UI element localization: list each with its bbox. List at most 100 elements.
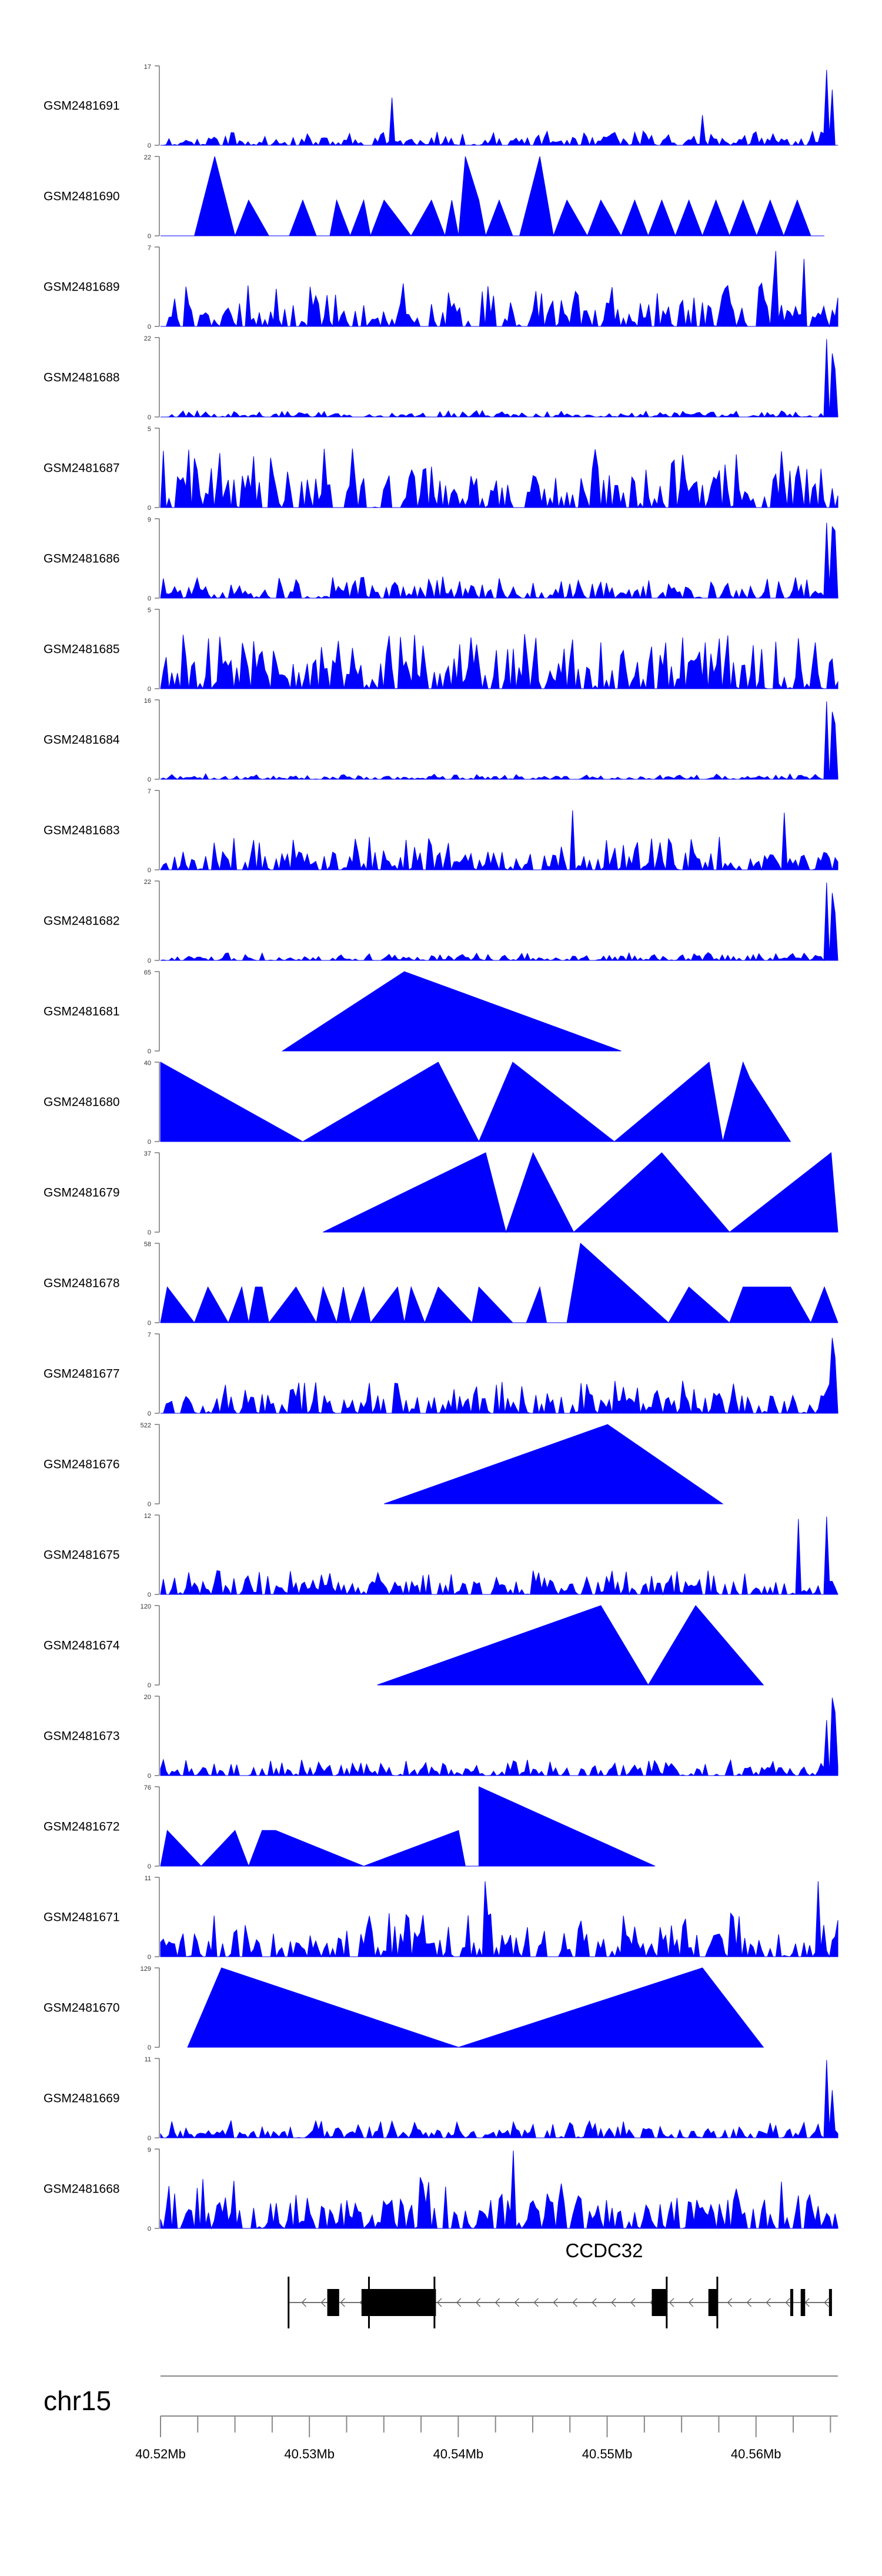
track-y-axis: 22 0 [144, 335, 160, 421]
y-max-tick-label: 37 [144, 1150, 151, 1157]
track-y-axis: 129 0 [141, 1966, 160, 2051]
y-min-tick-label: 0 [148, 957, 151, 965]
strand-arrow [533, 2298, 539, 2307]
coverage-area [160, 1786, 656, 1867]
coverage-area [323, 1152, 838, 1233]
coverage-area [160, 448, 838, 509]
track-GSM2481681: GSM2481681 65 0 [44, 969, 622, 1055]
track-GSM2481688: GSM2481688 22 0 [44, 335, 838, 421]
track-y-axis: 50 [148, 607, 160, 693]
y-min-tick-label: 0 [148, 1773, 151, 1780]
strand-arrow [785, 2298, 790, 2307]
track-label: GSM2481675 [44, 1549, 120, 1562]
chromosome-label: chr15 [44, 2385, 111, 2416]
track-y-axis: 70 [148, 245, 160, 331]
track-y-axis: 22 0 [144, 879, 160, 965]
coverage-area [281, 971, 622, 1052]
axis-tick-label: 40.52Mb [135, 2447, 186, 2461]
coverage-area [161, 1337, 838, 1414]
track-label: GSM2481674 [44, 1639, 120, 1653]
y-max-tick-label: 11 [145, 2056, 151, 2063]
track-GSM2481679: GSM2481679 37 0 [44, 1150, 838, 1236]
track-label: GSM2481687 [44, 462, 120, 475]
track-GSM2481685: GSM2481685 50 [44, 607, 838, 693]
strand-arrow [611, 2298, 616, 2307]
exon-block [708, 2289, 717, 2316]
track-y-axis: 76 0 [144, 1784, 160, 1870]
y-min-tick-label: 0 [148, 505, 151, 512]
strand-arrow [824, 2298, 829, 2307]
y-min-tick-label: 0 [148, 776, 151, 783]
strand-arrow [553, 2298, 558, 2307]
coverage-area [187, 1967, 764, 2048]
y-min-tick-label: 0 [148, 1501, 151, 1508]
track-y-axis: 37 0 [144, 1150, 160, 1236]
coverage-area [160, 1516, 838, 1596]
y-min-tick-label: 0 [148, 1682, 151, 1689]
coverage-area [160, 2060, 838, 2139]
track-label: GSM2481685 [44, 643, 120, 656]
track-y-axis: 70 [148, 1332, 160, 1417]
y-min-tick-label: 0 [148, 2044, 151, 2051]
y-min-tick-label: 0 [148, 1863, 151, 1870]
track-y-axis: 11 0 [145, 1875, 160, 1961]
track-GSM2481670: GSM2481670 129 0 [44, 1966, 764, 2051]
track-y-axis: 58 0 [144, 1241, 160, 1327]
y-max-tick-label: 5 [148, 426, 151, 433]
track-y-axis: 65 0 [144, 969, 160, 1055]
y-max-tick-label: 5 [148, 607, 151, 614]
y-max-tick-label: 22 [144, 154, 151, 161]
y-max-tick-label: 7 [148, 245, 151, 252]
axis-tick-label: 40.55Mb [582, 2447, 633, 2461]
strand-arrow [572, 2298, 577, 2307]
track-label: GSM2481691 [44, 99, 120, 113]
strand-arrow [320, 2298, 326, 2307]
y-min-tick-label: 0 [148, 233, 151, 240]
coverage-area [160, 1697, 838, 1777]
y-max-tick-label: 22 [144, 879, 151, 886]
strand-arrow [688, 2298, 694, 2307]
coverage-area [161, 339, 838, 418]
axis-tick-label: 40.54Mb [433, 2447, 484, 2461]
track-y-axis: 70 [148, 788, 160, 874]
y-max-tick-label: 40 [144, 1060, 151, 1067]
strand-arrow [301, 2298, 307, 2307]
track-label: GSM2481671 [44, 1911, 120, 1924]
coverage-area [161, 156, 824, 237]
track-y-axis: 120 0 [141, 1603, 160, 1689]
track-label: GSM2481681 [44, 1005, 120, 1019]
track-y-axis: 11 0 [145, 2056, 160, 2142]
coverage-area [160, 634, 838, 690]
track-GSM2481673: GSM2481673 20 0 [44, 1694, 838, 1780]
track-y-axis: 90 [148, 2147, 160, 2233]
exon-block [652, 2289, 667, 2316]
track-label: GSM2481678 [44, 1277, 120, 1290]
y-max-tick-label: 22 [144, 335, 151, 342]
track-label: GSM2481669 [44, 2092, 120, 2105]
track-label: GSM2481668 [44, 2183, 120, 2196]
axis-tick-label: 40.56Mb [731, 2447, 781, 2461]
strand-arrow [746, 2298, 752, 2307]
exon-block [828, 2289, 832, 2316]
track-label: GSM2481686 [44, 552, 120, 566]
coverage-area [160, 701, 838, 780]
y-max-tick-label: 17 [144, 64, 151, 71]
y-min-tick-label: 0 [148, 1591, 151, 1599]
track-label: GSM2481677 [44, 1367, 120, 1381]
y-max-tick-label: 65 [144, 969, 151, 976]
strand-arrow [495, 2298, 500, 2307]
strand-arrow [669, 2298, 674, 2307]
y-max-tick-label: 76 [144, 1784, 151, 1791]
y-max-tick-label: 7 [148, 1332, 151, 1339]
track-GSM2481690: GSM2481690 22 0 [44, 154, 824, 240]
track-label: GSM2481680 [44, 1096, 120, 1109]
y-max-tick-label: 120 [141, 1603, 151, 1610]
y-max-tick-label: 7 [148, 788, 151, 795]
track-GSM2481669: GSM2481669 11 0 [44, 2056, 838, 2142]
track-GSM2481678: GSM2481678 58 0 [44, 1241, 838, 1327]
